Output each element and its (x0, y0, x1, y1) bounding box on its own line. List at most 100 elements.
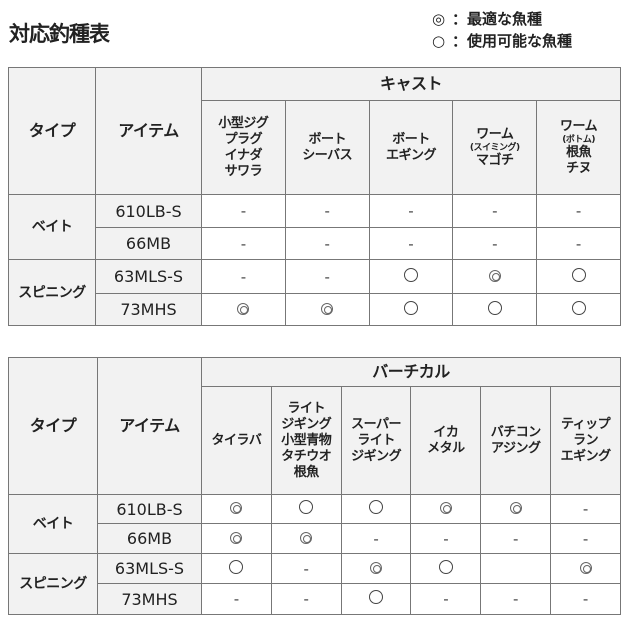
item-cell: 63MLS-S (95, 259, 202, 294)
value-cell (550, 553, 622, 584)
item-cell: 66MB (97, 523, 202, 554)
value-cell (452, 293, 538, 326)
value-cell: - (340, 523, 412, 554)
legend-best: ◎ ：最適な魚種 (432, 10, 543, 28)
type-cell: ベイト (8, 194, 96, 260)
value-cell: - (368, 227, 454, 260)
value-cell: - (284, 227, 370, 260)
value-cell (452, 259, 538, 294)
circle-icon (369, 590, 384, 604)
double-circle-icon (509, 502, 522, 514)
type-cell: スピニング (8, 553, 98, 615)
double-circle-icon (300, 531, 313, 544)
value-cell: - (410, 583, 482, 615)
double-circle-icon (321, 302, 334, 315)
double-circle-icon (579, 561, 592, 574)
circle-icon (229, 559, 244, 574)
column-header: ワーム (スイミング) マゴチ (452, 100, 538, 195)
value-cell: - (536, 194, 622, 228)
value-cell: - (452, 227, 538, 260)
circle-icon (369, 500, 384, 514)
double-circle-icon (230, 502, 243, 514)
value-cell (340, 494, 412, 524)
circle-icon: ○ (432, 32, 446, 50)
item-header: アイテム (95, 67, 202, 195)
value-cell: - (536, 227, 622, 260)
value-cell: - (284, 259, 370, 294)
value-cell: - (368, 194, 454, 228)
column-header: ワーム (ボトム) 根魚 チヌ (536, 100, 622, 195)
table-row: 66MB - - - - - (9, 227, 622, 260)
value-cell (480, 494, 552, 524)
column-header: 小型ジグ プラグ イナダ サワラ (201, 100, 286, 195)
value-cell (270, 494, 342, 524)
legend-usable: ○ ：使用可能な魚種 (432, 32, 573, 50)
group-header: キャスト (200, 67, 622, 101)
value-cell (201, 553, 272, 584)
value-cell (340, 553, 412, 584)
column-header: タイラバ (201, 386, 272, 495)
cast-table: タイプ アイテム キャスト 小型ジグ プラグ イナダ サワラ ボート シーバス ボート エギング ワー… (8, 67, 622, 326)
circle-icon (571, 267, 586, 282)
table-row: 66MB - - - - (9, 523, 622, 554)
type-header: タイプ (8, 67, 96, 195)
double-circle-icon (439, 502, 452, 514)
value-cell (340, 583, 412, 615)
vertical-table: タイプ アイテム バーチカル タイラバ ライト ジギング 小型青物 タチウオ 根魚 スーパー ライト… (8, 357, 622, 615)
value-cell: - (452, 194, 538, 228)
type-header: タイプ (8, 357, 98, 495)
value-cell: - (270, 583, 342, 615)
table-row: 73MHS (9, 293, 622, 326)
table-row: ベイト 610LB-S - (8, 494, 622, 554)
value-cell (284, 293, 370, 326)
item-cell: 73MHS (97, 583, 202, 615)
value-cell (201, 293, 286, 326)
value-cell (368, 293, 454, 326)
value-cell: - (410, 523, 482, 554)
column-header: ティップ ラン エギング (550, 386, 622, 495)
value-cell (536, 293, 622, 326)
column-header: ボート シーバス (284, 100, 370, 195)
legend: ◎ ：最適な魚種 ○ ：使用可能な魚種 (432, 8, 572, 52)
item-cell: 66MB (95, 227, 202, 260)
value-cell: - (201, 194, 286, 228)
table-row: ベイト 610LB-S - - - - - (8, 194, 622, 260)
group-header: バーチカル (200, 357, 622, 387)
item-header: アイテム (97, 357, 202, 495)
double-circle-icon: ◎ (432, 10, 446, 28)
circle-icon (487, 300, 502, 315)
column-header: スーパー ライト ジギング (340, 386, 412, 495)
value-cell: - (270, 553, 342, 584)
value-cell (270, 523, 342, 554)
type-cell: スピニング (8, 259, 96, 326)
value-cell: - (550, 523, 622, 554)
value-cell (368, 259, 454, 294)
value-cell (201, 494, 272, 524)
table-row: 73MHS - - - - - (9, 583, 622, 615)
item-cell: 63MLS-S (97, 553, 202, 584)
value-cell: - (201, 583, 272, 615)
double-circle-icon (237, 302, 250, 315)
value-cell: - (201, 227, 286, 260)
column-header: イカ メタル (410, 386, 482, 495)
circle-icon (403, 267, 418, 282)
circle-icon (299, 500, 314, 514)
double-circle-icon (370, 561, 383, 574)
column-header: ボート エギング (368, 100, 454, 195)
double-circle-icon (488, 269, 501, 282)
circle-icon (571, 300, 586, 315)
item-cell: 610LB-S (95, 194, 202, 228)
value-cell (480, 553, 552, 584)
circle-icon (403, 300, 418, 315)
item-cell: 73MHS (95, 293, 202, 326)
value-cell (410, 494, 482, 524)
value-cell (201, 523, 272, 554)
value-cell: - (480, 583, 552, 615)
value-cell: - (284, 194, 370, 228)
page-title: 対応釣種表 (9, 22, 110, 46)
table-row: スピニング 63MLS-S - - (8, 259, 622, 326)
item-cell: 610LB-S (97, 494, 202, 524)
value-cell (536, 259, 622, 294)
circle-icon (438, 559, 453, 574)
value-cell: - (201, 259, 286, 294)
